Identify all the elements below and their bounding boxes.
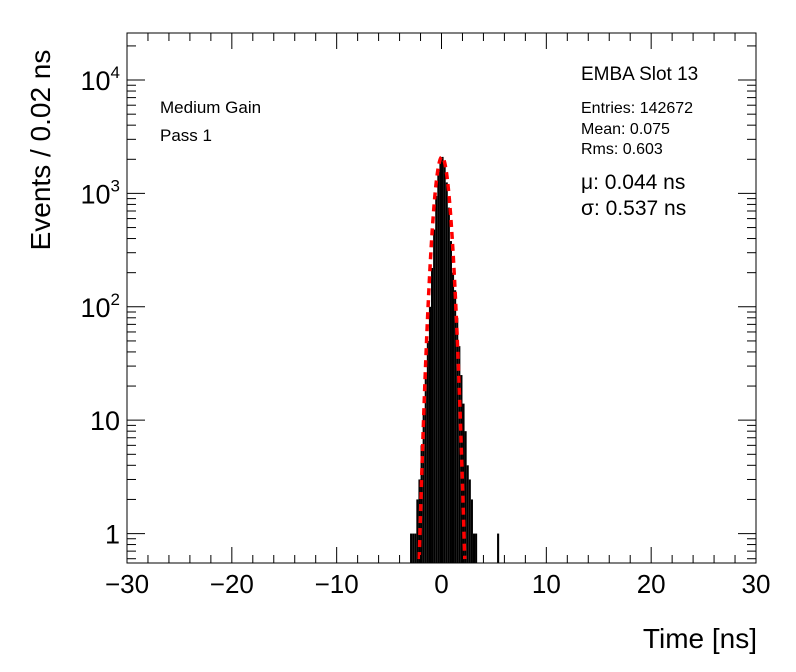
histogram-bin bbox=[497, 533, 500, 563]
y-tick-label: 1 bbox=[105, 520, 120, 550]
histogram-bin bbox=[428, 306, 432, 563]
histogram-bin bbox=[458, 346, 461, 563]
fit-mu-label: μ: 0.044 ns bbox=[581, 171, 685, 194]
histogram-bin bbox=[454, 290, 457, 563]
x-tick-label: −20 bbox=[210, 569, 254, 599]
entries-stat: Entries: 142672 bbox=[581, 100, 693, 117]
histogram-bin bbox=[410, 533, 413, 563]
histogram-bin bbox=[426, 340, 429, 563]
x-tick-label: 30 bbox=[742, 569, 771, 599]
histogram-bin bbox=[460, 375, 463, 563]
histogram-bin bbox=[472, 533, 476, 563]
mean-stat: Mean: 0.075 bbox=[581, 121, 670, 138]
histogram-bin bbox=[466, 465, 469, 563]
histogram-bin bbox=[445, 182, 448, 563]
histogram-bin bbox=[464, 431, 467, 563]
histogram-bin bbox=[468, 479, 471, 563]
pass-label: Pass 1 bbox=[160, 126, 212, 145]
x-tick-label: 20 bbox=[637, 569, 666, 599]
y-axis-title: Events / 0.02 ns bbox=[25, 50, 56, 251]
x-tick-label: −10 bbox=[315, 569, 359, 599]
x-tick-label: 0 bbox=[434, 569, 448, 599]
module-label: EMBA Slot 13 bbox=[581, 64, 698, 85]
histogram-bin bbox=[443, 164, 446, 564]
histogram-bin bbox=[451, 272, 455, 563]
x-tick-label: 10 bbox=[532, 569, 561, 599]
histogram-bin bbox=[447, 207, 450, 563]
histogram-bin bbox=[437, 171, 440, 563]
y-tick-label: 10 bbox=[90, 406, 120, 436]
histogram-bin bbox=[449, 241, 452, 563]
histogram-bin bbox=[416, 499, 419, 563]
histogram-bin bbox=[462, 403, 465, 563]
histogram-bin bbox=[470, 499, 473, 563]
x-axis-title: Time [ns] bbox=[643, 623, 757, 654]
histogram-bin bbox=[412, 533, 415, 563]
histogram-bin bbox=[424, 375, 427, 563]
y-tick-label: 102 bbox=[80, 290, 120, 323]
histogram-bin bbox=[475, 533, 478, 563]
histogram-bin bbox=[422, 411, 425, 563]
histogram-bin bbox=[441, 156, 444, 564]
histogram-bin bbox=[439, 158, 442, 563]
y-tick-label: 104 bbox=[80, 63, 120, 96]
histogram-bin bbox=[435, 195, 438, 563]
fit-sigma-label: σ: 0.537 ns bbox=[581, 197, 686, 220]
gain-label: Medium Gain bbox=[160, 98, 261, 117]
histogram-bin bbox=[414, 533, 417, 563]
y-tick-label: 103 bbox=[80, 176, 120, 209]
x-tick-label: −30 bbox=[105, 569, 149, 599]
histogram-bin bbox=[431, 267, 434, 563]
histogram-bin bbox=[456, 317, 459, 563]
rms-stat: Rms: 0.603 bbox=[581, 141, 663, 158]
histogram-bin bbox=[433, 229, 436, 564]
